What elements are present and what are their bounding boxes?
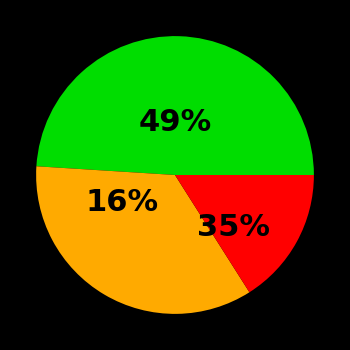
Wedge shape	[175, 175, 314, 292]
Wedge shape	[36, 166, 250, 314]
Text: 49%: 49%	[138, 108, 212, 137]
Text: 35%: 35%	[197, 213, 270, 242]
Wedge shape	[36, 36, 314, 175]
Text: 16%: 16%	[86, 188, 159, 217]
